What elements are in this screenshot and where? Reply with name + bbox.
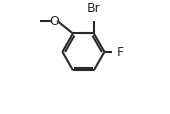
Text: Br: Br <box>87 1 101 14</box>
Text: F: F <box>116 46 124 59</box>
Text: O: O <box>50 15 59 28</box>
